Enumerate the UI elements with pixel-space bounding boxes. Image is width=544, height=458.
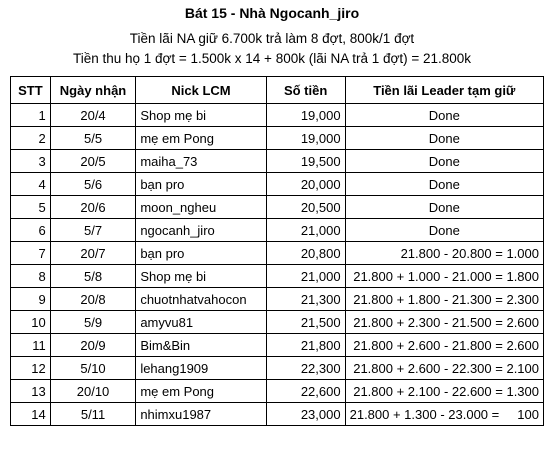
cell-amount[interactable]: 20,800 [265, 241, 346, 265]
cell-amount[interactable]: 21,000 [265, 264, 346, 288]
cell-stt[interactable]: 6 [10, 218, 51, 242]
table-row: 6 5/7 ngocanh_jiro 21,000 Done [10, 218, 544, 242]
table-row: 9 20/8 chuotnhatvahocon 21,300 21.800 + 1.80… [10, 287, 544, 311]
cell-nick[interactable]: mẹ em Pong [135, 379, 267, 403]
cell-stt[interactable]: 14 [10, 402, 51, 426]
cell-stt[interactable]: 9 [10, 287, 51, 311]
cell-date[interactable]: 5/10 [49, 356, 137, 380]
cell-nick[interactable]: Shop mẹ bi [135, 264, 267, 288]
table-row: 11 20/9 Bim&Bin 21,800 21.800 + 2.600 - 21.8… [10, 333, 544, 357]
cell-date[interactable]: 20/9 [49, 333, 137, 357]
cell-stt[interactable]: 3 [10, 149, 51, 173]
cell-amount[interactable]: 20,500 [265, 195, 346, 219]
header-date[interactable]: Ngày nhận [49, 76, 137, 104]
sheet-title[interactable]: Bát 15 - Nhà Ngocanh_jiro [184, 5, 360, 21]
cell-amount[interactable]: 20,000 [265, 172, 346, 196]
cell-nick[interactable]: ngocanh_jiro [135, 218, 267, 242]
cell-stt[interactable]: 7 [10, 241, 51, 265]
cell-leader-interest[interactable]: Done [344, 103, 544, 127]
cell-leader-interest[interactable]: 21.800 + 1.800 - 21.300 = 2.300 [344, 287, 544, 311]
cell-amount[interactable]: 21,300 [265, 287, 346, 311]
table-row: 2 5/5 mẹ em Pong 19,000 Done [10, 126, 544, 150]
cell-amount[interactable]: 22,300 [265, 356, 346, 380]
cell-nick[interactable]: lehang1909 [135, 356, 267, 380]
cell-stt[interactable]: 12 [10, 356, 51, 380]
cell-date[interactable]: 5/11 [49, 402, 137, 426]
cell-amount[interactable]: 23,000 [265, 402, 346, 426]
payout-table: STT Ngày nhận Nick LCM Số tiền Tiền lãi … [10, 76, 544, 426]
interest-note[interactable]: Tiền lãi NA giữ 6.700k trả làm 8 đợt, 80… [129, 31, 415, 46]
cell-nick[interactable]: amyvu81 [135, 310, 267, 334]
cell-leader-interest[interactable]: 21.800 - 20.800 = 1.000 [344, 241, 544, 265]
cell-stt[interactable]: 1 [10, 103, 51, 127]
cell-leader-interest[interactable]: 21.800 + 1.300 - 23.000 = 100 [344, 402, 544, 426]
table-row: 10 5/9 amyvu81 21,500 21.800 + 2.300 - 21.50… [10, 310, 544, 334]
header-leader-interest[interactable]: Tiền lãi Leader tạm giữ [344, 76, 544, 104]
cell-leader-interest[interactable]: Done [344, 172, 544, 196]
table-row: 1 20/4 Shop mẹ bi 19,000 Done [10, 103, 544, 127]
cell-nick[interactable]: mẹ em Pong [135, 126, 267, 150]
header-nick[interactable]: Nick LCM [135, 76, 267, 104]
table-row: 13 20/10 mẹ em Pong 22,600 21.800 + 2.100 - … [10, 379, 544, 403]
cell-stt[interactable]: 8 [10, 264, 51, 288]
table-row: 14 5/11 nhimxu1987 23,000 21.800 + 1.300 - 2… [10, 402, 544, 426]
cell-amount[interactable]: 19,000 [265, 126, 346, 150]
table-body: 1 20/4 Shop mẹ bi 19,000 Done 2 5/5 mẹ em Pong 1… [10, 103, 544, 426]
cell-stt[interactable]: 10 [10, 310, 51, 334]
table-row: 7 20/7 bạn pro 20,800 21.800 - 20.800 = 1.00… [10, 241, 544, 265]
cell-date[interactable]: 5/7 [49, 218, 137, 242]
cell-stt[interactable]: 4 [10, 172, 51, 196]
cell-nick[interactable]: maiha_73 [135, 149, 267, 173]
cell-leader-interest[interactable]: Done [344, 126, 544, 150]
cell-amount[interactable]: 22,600 [265, 379, 346, 403]
cell-nick[interactable]: bạn pro [135, 241, 267, 265]
header-amount[interactable]: Số tiền [265, 76, 346, 104]
header-row: STT Ngày nhận Nick LCM Số tiền Tiền lãi … [10, 76, 544, 104]
cell-leader-interest[interactable]: 21.800 + 2.600 - 21.800 = 2.600 [344, 333, 544, 357]
cell-date[interactable]: 5/6 [49, 172, 137, 196]
cell-date[interactable]: 20/5 [49, 149, 137, 173]
cell-date[interactable]: 5/8 [49, 264, 137, 288]
cell-nick[interactable]: nhimxu1987 [135, 402, 267, 426]
cell-date[interactable]: 20/7 [49, 241, 137, 265]
cell-leader-interest[interactable]: Done [344, 149, 544, 173]
cell-stt[interactable]: 2 [10, 126, 51, 150]
cell-leader-interest[interactable]: Done [344, 218, 544, 242]
table-row: 8 5/8 Shop mẹ bi 21,000 21.800 + 1.000 - 21.… [10, 264, 544, 288]
cell-nick[interactable]: Shop mẹ bi [135, 103, 267, 127]
cell-amount[interactable]: 21,800 [265, 333, 346, 357]
cell-date[interactable]: 20/10 [49, 379, 137, 403]
cell-leader-interest[interactable]: 21.800 + 1.000 - 21.000 = 1.800 [344, 264, 544, 288]
cell-nick[interactable]: moon_ngheu [135, 195, 267, 219]
cell-amount[interactable]: 21,000 [265, 218, 346, 242]
table-row: 3 20/5 maiha_73 19,500 Done [10, 149, 544, 173]
cell-nick[interactable]: chuotnhatvahocon [135, 287, 267, 311]
cell-date[interactable]: 20/8 [49, 287, 137, 311]
cell-date[interactable]: 5/5 [49, 126, 137, 150]
cell-date[interactable]: 5/9 [49, 310, 137, 334]
cell-date[interactable]: 20/4 [49, 103, 137, 127]
cell-stt[interactable]: 5 [10, 195, 51, 219]
cell-stt[interactable]: 13 [10, 379, 51, 403]
header-stt[interactable]: STT [10, 76, 51, 104]
cell-amount[interactable]: 21,500 [265, 310, 346, 334]
cell-leader-interest[interactable]: 21.800 + 2.600 - 22.300 = 2.100 [344, 356, 544, 380]
cell-leader-interest[interactable]: 21.800 + 2.100 - 22.600 = 1.300 [344, 379, 544, 403]
cell-amount[interactable]: 19,500 [265, 149, 346, 173]
cell-nick[interactable]: bạn pro [135, 172, 267, 196]
cell-leader-interest[interactable]: 21.800 + 2.300 - 21.500 = 2.600 [344, 310, 544, 334]
table-row: 5 20/6 moon_ngheu 20,500 Done [10, 195, 544, 219]
cell-stt[interactable]: 11 [10, 333, 51, 357]
cell-nick[interactable]: Bim&Bin [135, 333, 267, 357]
cell-date[interactable]: 20/6 [49, 195, 137, 219]
table-row: 12 5/10 lehang1909 22,300 21.800 + 2.600 - 2… [10, 356, 544, 380]
collection-note[interactable]: Tiền thu họ 1 đợt = 1.500k x 14 + 800k (… [72, 51, 472, 66]
table-row: 4 5/6 bạn pro 20,000 Done [10, 172, 544, 196]
cell-leader-interest[interactable]: Done [344, 195, 544, 219]
cell-amount[interactable]: 19,000 [265, 103, 346, 127]
